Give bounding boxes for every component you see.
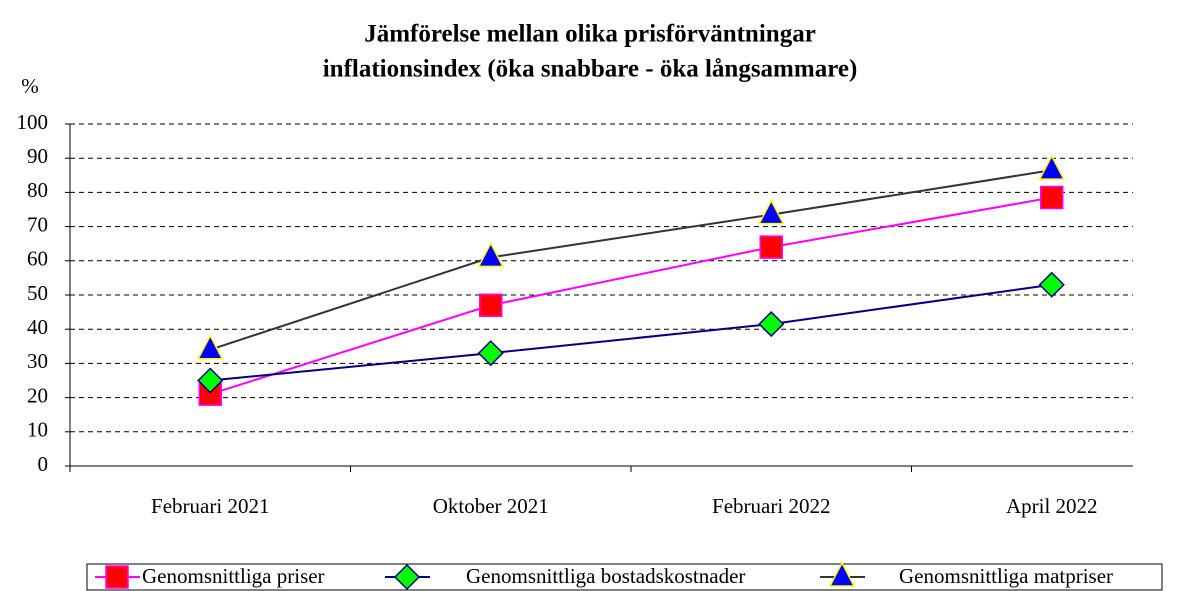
y-tick-label: 70 xyxy=(27,212,48,236)
legend-label: Genomsnittliga matpriser xyxy=(899,564,1113,588)
chart-title: Jämförelse mellan olika prisförväntninga… xyxy=(364,21,816,48)
x-tick-label: April 2022 xyxy=(1006,494,1098,518)
marker xyxy=(1038,271,1065,298)
marker xyxy=(759,235,783,259)
x-tick-label: Oktober 2021 xyxy=(433,494,549,518)
y-tick-label: 50 xyxy=(27,281,48,305)
y-tick-label: 20 xyxy=(27,383,48,407)
y-tick-label: 10 xyxy=(27,418,48,442)
marker xyxy=(477,340,504,367)
series-line xyxy=(209,169,1052,351)
marker xyxy=(758,199,785,225)
y-tick-label: 0 xyxy=(38,452,49,476)
series-line xyxy=(209,196,1052,396)
legend-box xyxy=(86,563,1163,591)
legend-marker xyxy=(393,563,421,591)
y-tick-label: 80 xyxy=(27,178,48,202)
x-tick-label: Februari 2022 xyxy=(712,494,830,518)
marker xyxy=(1038,154,1065,180)
y-axis-label: % xyxy=(21,74,39,98)
legend-label: Genomsnittliga bostadskostnader xyxy=(466,564,745,588)
x-tick-label: Februari 2021 xyxy=(151,494,269,518)
marker xyxy=(197,367,224,394)
y-tick-label: 30 xyxy=(27,349,48,373)
marker xyxy=(197,334,224,360)
y-tick-label: 100 xyxy=(17,110,49,134)
legend-marker xyxy=(105,565,129,589)
y-tick-label: 40 xyxy=(27,315,48,339)
y-tick-label: 60 xyxy=(27,247,48,271)
legend-marker xyxy=(828,561,856,587)
chart-title: inflationsindex (öka snabbare - öka lång… xyxy=(323,56,858,83)
marker xyxy=(1040,185,1064,210)
marker xyxy=(758,311,785,338)
marker xyxy=(477,241,504,268)
y-tick-label: 90 xyxy=(27,144,48,168)
marker xyxy=(479,293,503,318)
legend-label: Genomsnittliga priser xyxy=(142,564,325,588)
series-line xyxy=(210,283,1052,382)
